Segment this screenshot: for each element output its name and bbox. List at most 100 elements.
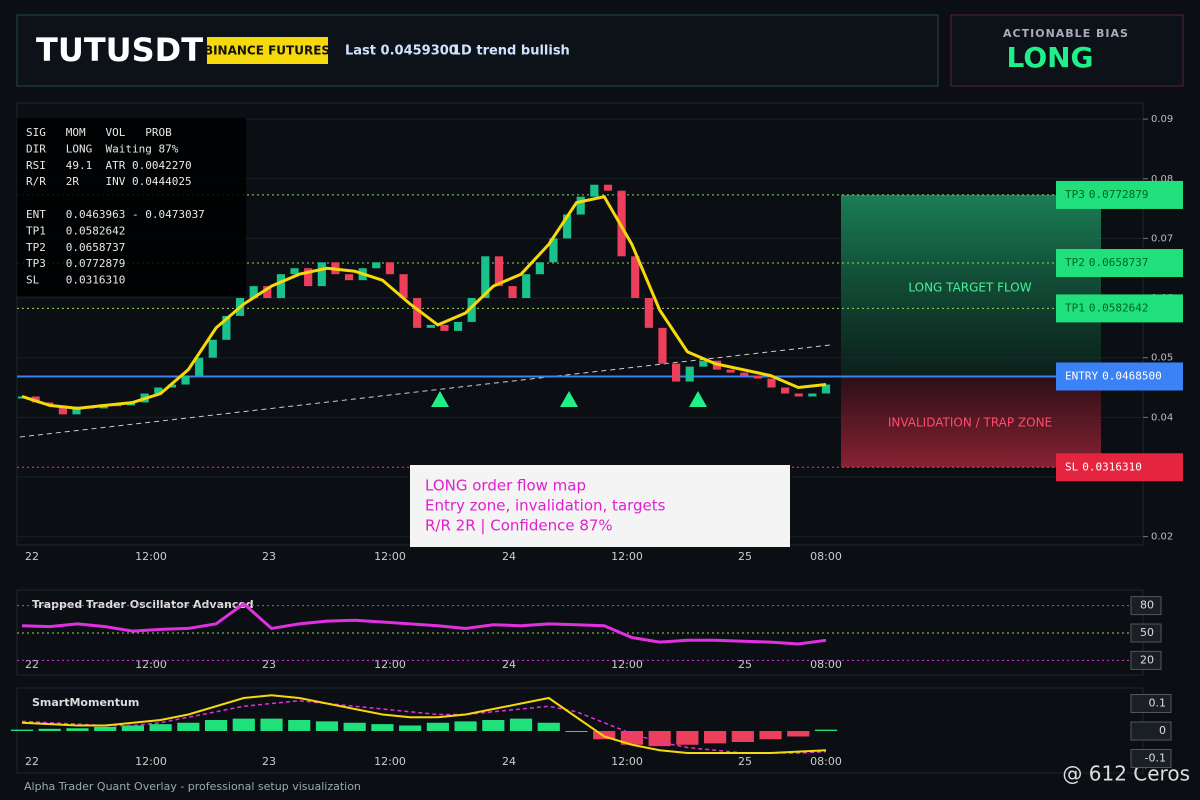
info-row: ENT 0.0463963 - 0.0473037 bbox=[26, 208, 205, 221]
momentum-bar bbox=[94, 726, 117, 731]
x-tick-label: 24 bbox=[502, 755, 516, 768]
info-row: SIG MOM VOL PROB bbox=[26, 126, 172, 139]
level-name: TP1 bbox=[1065, 301, 1085, 314]
x-tick-label: 23 bbox=[262, 550, 276, 563]
candle bbox=[808, 393, 817, 397]
badge: BINANCE FUTURES bbox=[204, 44, 330, 58]
candle bbox=[413, 298, 422, 328]
last-price: Last 0.0459300 bbox=[345, 44, 458, 59]
level-value: 0.0468500 bbox=[1102, 369, 1162, 382]
candle bbox=[167, 384, 176, 388]
level-value: 0.0316310 bbox=[1082, 460, 1142, 473]
x-tick-label: 12:00 bbox=[611, 755, 643, 768]
candle bbox=[494, 256, 504, 287]
level-name: SL bbox=[1065, 460, 1079, 473]
candle bbox=[508, 286, 517, 299]
candle bbox=[317, 262, 326, 287]
y-tick-label: 20 bbox=[1140, 653, 1154, 666]
momentum-bar bbox=[10, 729, 34, 731]
momentum-bar bbox=[454, 721, 477, 731]
candle bbox=[740, 372, 749, 376]
momentum-pane bbox=[16, 687, 1144, 774]
candle bbox=[453, 321, 463, 331]
momentum-bar bbox=[593, 731, 616, 740]
signal-arrow bbox=[689, 391, 707, 407]
level-name: TP3 bbox=[1065, 188, 1085, 201]
y-tick-label: 0.02 bbox=[1151, 532, 1173, 543]
candle bbox=[290, 268, 299, 275]
level-value: 0.0658737 bbox=[1089, 256, 1149, 269]
level-label: TP2 0.0658737 bbox=[1065, 256, 1148, 269]
info-box-line: R/R 2R | Confidence 87% bbox=[425, 517, 613, 535]
candle bbox=[467, 298, 476, 322]
candle bbox=[276, 274, 286, 299]
candle bbox=[794, 393, 803, 397]
momentum-bar bbox=[204, 720, 228, 731]
level-label: TP1 0.0582642 bbox=[1065, 301, 1148, 314]
candle bbox=[631, 256, 640, 299]
tick-tag bbox=[1130, 596, 1162, 616]
x-tick-label: 25 bbox=[738, 550, 752, 563]
y-tick-label: -0.1 bbox=[1145, 752, 1166, 765]
y-tick-label: 0 bbox=[1159, 724, 1166, 737]
candle bbox=[753, 375, 762, 379]
level-tag bbox=[1056, 294, 1183, 323]
info-row: TP1 0.0582642 bbox=[26, 224, 125, 237]
info-row: DIR LONG Waiting 87% bbox=[26, 142, 179, 155]
x-tick-label: 12:00 bbox=[374, 755, 406, 768]
level-label: SL 0.0316310 bbox=[1065, 460, 1142, 473]
y-tick-label: 0.09 bbox=[1151, 114, 1173, 125]
momentum-bar bbox=[288, 720, 311, 731]
info-row: R/R 2R INV 0.0444025 bbox=[26, 175, 192, 188]
momentum-bar bbox=[371, 724, 394, 731]
info-row: TP3 0.0772879 bbox=[26, 257, 125, 270]
y-tick-label: 0.04 bbox=[1151, 412, 1173, 423]
candle bbox=[590, 184, 599, 197]
info-row: SL 0.0316310 bbox=[26, 274, 125, 287]
zone-label: INVALIDATION / TRAP ZONE bbox=[888, 416, 1052, 430]
candle bbox=[426, 324, 435, 328]
momentum-bar bbox=[149, 724, 172, 731]
y-tick-label: 0.1 bbox=[1149, 697, 1167, 710]
candle bbox=[372, 262, 381, 269]
info-row: TP2 0.0658737 bbox=[26, 241, 125, 254]
signal-arrow bbox=[560, 391, 578, 407]
momentum-bar bbox=[177, 722, 200, 731]
level-label: ENTRY 0.0468500 bbox=[1065, 369, 1162, 382]
tick-tag bbox=[1130, 623, 1162, 643]
candle bbox=[154, 387, 163, 394]
candle bbox=[549, 238, 558, 263]
y-tick-label: 50 bbox=[1140, 626, 1154, 639]
info-row: RSI 49.1 ATR 0.0042270 bbox=[26, 159, 192, 172]
info-panel: SIG MOM VOL PROB DIR LONG Waiting 87% RSI … bbox=[26, 126, 205, 287]
level-value: 0.0582642 bbox=[1089, 301, 1149, 314]
footer: Alpha Trader Quant Overlay - professiona… bbox=[24, 780, 361, 793]
bias-value: LONG bbox=[1006, 41, 1093, 74]
signal-arrow bbox=[431, 391, 449, 407]
level-tag bbox=[1056, 249, 1183, 278]
y-tick-label: 80 bbox=[1140, 599, 1154, 612]
momentum-bar bbox=[565, 731, 588, 732]
candle bbox=[781, 387, 790, 394]
momentum-line bbox=[21, 694, 827, 754]
candle bbox=[72, 406, 81, 415]
candle bbox=[222, 315, 231, 340]
trend: 1D trend bullish bbox=[452, 44, 570, 59]
oscillator-line bbox=[21, 601, 827, 646]
candle bbox=[344, 274, 354, 281]
x-tick-label: 12:00 bbox=[135, 658, 167, 671]
momentum-bar bbox=[537, 722, 560, 731]
x-tick-label: 23 bbox=[262, 755, 276, 768]
level-tag bbox=[1056, 362, 1183, 391]
momentum-bar bbox=[787, 731, 810, 737]
x-tick-label: 12:00 bbox=[611, 658, 643, 671]
bias-label: ACTIONABLE BIAS bbox=[1003, 27, 1129, 40]
pane-title: Trapped Trader Oscillator Advanced bbox=[32, 598, 254, 611]
momentum-bar bbox=[731, 731, 754, 742]
candle bbox=[672, 363, 681, 382]
momentum-bar bbox=[315, 721, 339, 731]
momentum-bar bbox=[260, 718, 283, 731]
info-box-line: LONG order flow map bbox=[425, 477, 586, 495]
tick-tag bbox=[1130, 650, 1162, 670]
